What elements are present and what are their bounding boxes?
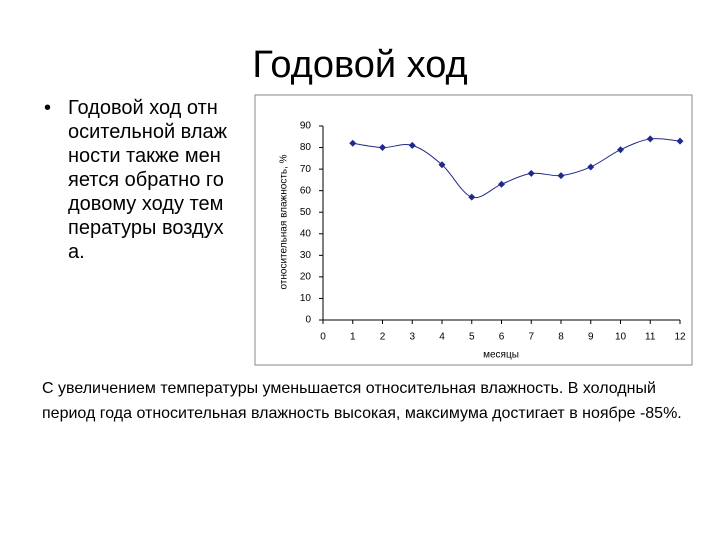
bullet-dot: • bbox=[44, 97, 52, 119]
caption: С увеличением температуры уменьшается от… bbox=[42, 380, 682, 422]
x-tick-label: 6 bbox=[499, 332, 505, 343]
x-tick-label: 9 bbox=[588, 332, 594, 343]
data-point bbox=[468, 193, 476, 201]
data-point bbox=[557, 172, 565, 180]
bullet-block: • Годовой ход относительной влажности так… bbox=[44, 96, 234, 264]
data-point bbox=[349, 139, 357, 147]
data-point bbox=[646, 135, 654, 143]
x-tick-label: 5 bbox=[469, 332, 475, 343]
data-point bbox=[498, 180, 505, 188]
data-point bbox=[527, 169, 535, 177]
data-point bbox=[587, 163, 595, 171]
x-tick-label: 7 bbox=[528, 332, 534, 343]
data-point bbox=[617, 146, 624, 154]
chart-frame bbox=[254, 94, 693, 366]
data-point bbox=[408, 141, 416, 149]
y-tick-label: 90 bbox=[300, 121, 312, 132]
x-tick-label: 12 bbox=[674, 332, 686, 343]
y-axis-label: относительная влажность, % bbox=[279, 154, 290, 289]
x-axis-label: месяцы bbox=[483, 350, 519, 361]
bullet-text: Годовой ход относительной влажности такж… bbox=[68, 97, 228, 263]
x-tick-label: 4 bbox=[439, 332, 445, 343]
x-tick-label: 1 bbox=[350, 332, 356, 343]
x-tick-label: 10 bbox=[615, 332, 627, 343]
x-tick-label: 0 bbox=[320, 332, 326, 343]
x-tick-label: 8 bbox=[558, 332, 564, 343]
data-point bbox=[379, 144, 386, 152]
y-tick-label: 60 bbox=[300, 185, 312, 196]
y-tick-label: 30 bbox=[300, 250, 312, 261]
y-tick-label: 40 bbox=[300, 228, 312, 239]
slide-title: Годовой ход bbox=[252, 44, 468, 86]
x-tick-label: 2 bbox=[380, 332, 386, 343]
x-tick-label: 3 bbox=[409, 332, 415, 343]
data-point bbox=[438, 161, 446, 169]
y-tick-label: 10 bbox=[300, 293, 312, 304]
x-tick-label: 11 bbox=[645, 332, 656, 343]
y-tick-label: 70 bbox=[300, 164, 312, 175]
y-tick-label: 20 bbox=[300, 272, 312, 283]
y-tick-label: 50 bbox=[300, 207, 312, 218]
y-tick-label: 80 bbox=[300, 142, 312, 153]
data-point bbox=[676, 137, 684, 145]
y-tick-label: 0 bbox=[305, 315, 311, 326]
